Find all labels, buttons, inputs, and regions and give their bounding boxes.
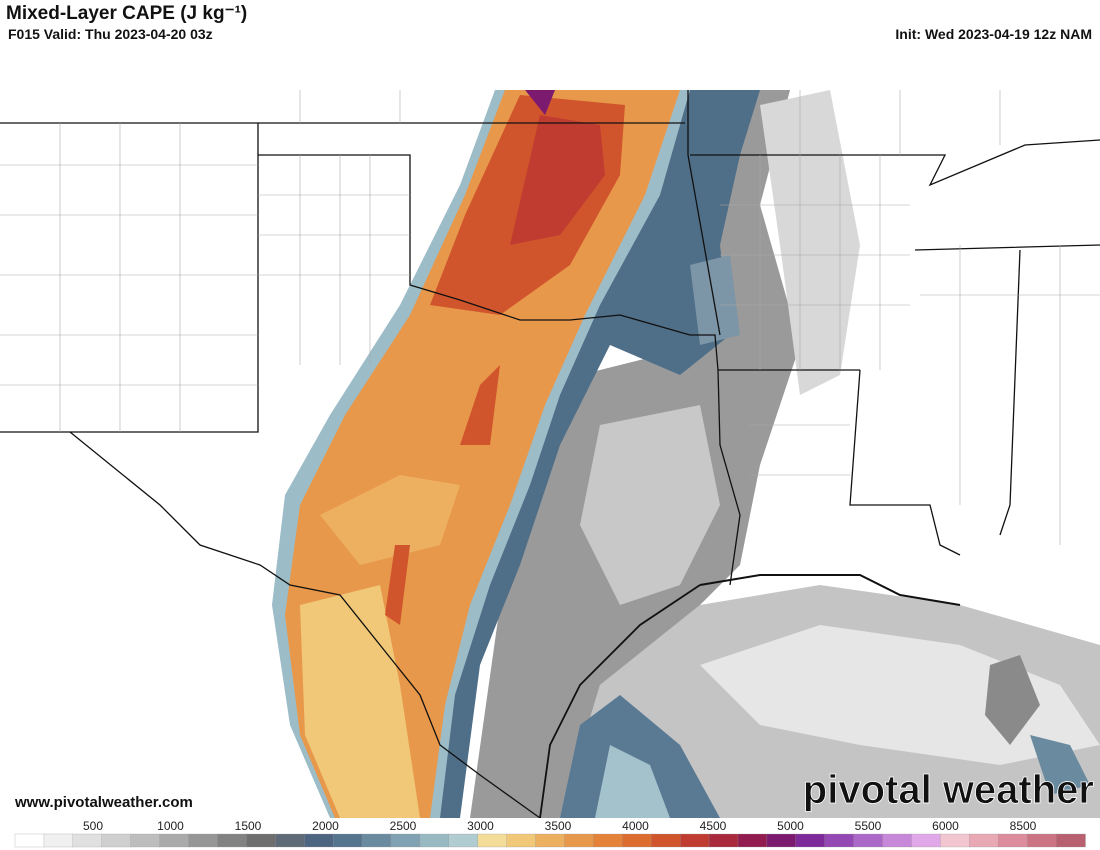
colorbar-swatch xyxy=(622,833,652,848)
colorbar-swatch xyxy=(651,833,681,848)
init-time: Init: Wed 2023-04-19 12z NAM xyxy=(895,26,1092,42)
colorbar-swatch xyxy=(1055,833,1086,848)
watermark: pivotal weather xyxy=(803,768,1094,812)
blue-field xyxy=(560,695,720,818)
colorbar-label: 2000 xyxy=(312,819,339,833)
colorbar-swatch xyxy=(564,833,595,848)
colorbar-swatch xyxy=(969,833,999,848)
colorbar-swatch xyxy=(998,833,1028,848)
colorbar-swatch xyxy=(246,833,276,848)
colorbar-swatch xyxy=(390,833,421,848)
valid-time: F015 Valid: Thu 2023-04-20 03z xyxy=(8,26,213,42)
colorbar-label: 8500 xyxy=(1010,819,1037,833)
colorbar-swatch xyxy=(361,833,392,848)
colorbar-label: 2500 xyxy=(390,819,417,833)
colorbar-swatch xyxy=(275,833,305,848)
colorbar-swatch xyxy=(506,833,537,848)
colorbar-label: 3000 xyxy=(467,819,494,833)
colorbar-swatch xyxy=(188,833,219,848)
red-core xyxy=(460,365,500,445)
colorbar-label: 6000 xyxy=(932,819,959,833)
colorbar-swatch xyxy=(911,833,942,848)
colorbar-swatch xyxy=(535,833,566,848)
map: www.pivotalweather.com pivotal weather xyxy=(0,45,1100,818)
colorbar-swatch xyxy=(14,833,45,848)
colorbar-swatch xyxy=(448,833,479,848)
colorbar-swatch xyxy=(853,833,884,848)
colorbar-swatch xyxy=(72,833,103,848)
colorbar: 500 1000 1500 2000 2500 3000 3500 4000 4500 5000 5… xyxy=(14,819,1086,848)
map-title: Mixed-Layer CAPE (J kg⁻¹) xyxy=(6,3,248,24)
colorbar-swatch xyxy=(130,833,161,848)
colorbar-swatch xyxy=(477,833,508,848)
colorbar-swatch xyxy=(43,833,74,848)
colorbar-swatch xyxy=(795,833,826,848)
purple-core xyxy=(525,90,555,115)
state-borders xyxy=(0,90,1100,818)
blue-band xyxy=(690,255,740,345)
light-field xyxy=(580,405,720,605)
colorbar-label: 1000 xyxy=(157,819,184,833)
colorbar-swatch xyxy=(708,833,739,848)
colorbar-swatch xyxy=(332,833,363,848)
colorbar-swatch xyxy=(679,833,710,848)
gray-field xyxy=(985,655,1040,745)
colorbar-label: 5500 xyxy=(855,819,882,833)
colorbar-swatch xyxy=(159,833,190,848)
colorbar-label: 500 xyxy=(83,819,103,833)
colorbar-swatch xyxy=(766,833,797,848)
colorbar-swatch xyxy=(593,833,623,848)
red-core xyxy=(510,115,605,245)
county-borders xyxy=(0,90,1100,545)
colorbar-swatch xyxy=(1027,833,1057,848)
colorbar-swatch xyxy=(824,833,855,848)
colorbar-label: 4500 xyxy=(700,819,727,833)
colorbar-swatch xyxy=(101,833,132,848)
colorbar-label: 1500 xyxy=(235,819,262,833)
colorbar-swatch xyxy=(882,833,913,848)
colorbar-label: 5000 xyxy=(777,819,804,833)
orange-field xyxy=(320,475,460,565)
colorbar-swatch xyxy=(737,833,768,848)
website: www.pivotalweather.com xyxy=(14,794,193,811)
yellow-field xyxy=(300,585,420,818)
colorbar-swatch xyxy=(940,833,970,848)
colorbar-swatch xyxy=(419,833,450,848)
colorbar-label: 4000 xyxy=(622,819,649,833)
colorbar-swatch xyxy=(304,833,334,848)
light-field xyxy=(760,90,860,395)
blue-field xyxy=(1030,735,1090,795)
colorbar-label: 3500 xyxy=(545,819,572,833)
colorbar-swatch xyxy=(217,833,248,848)
blue-field xyxy=(595,745,670,818)
red-core xyxy=(385,545,410,625)
